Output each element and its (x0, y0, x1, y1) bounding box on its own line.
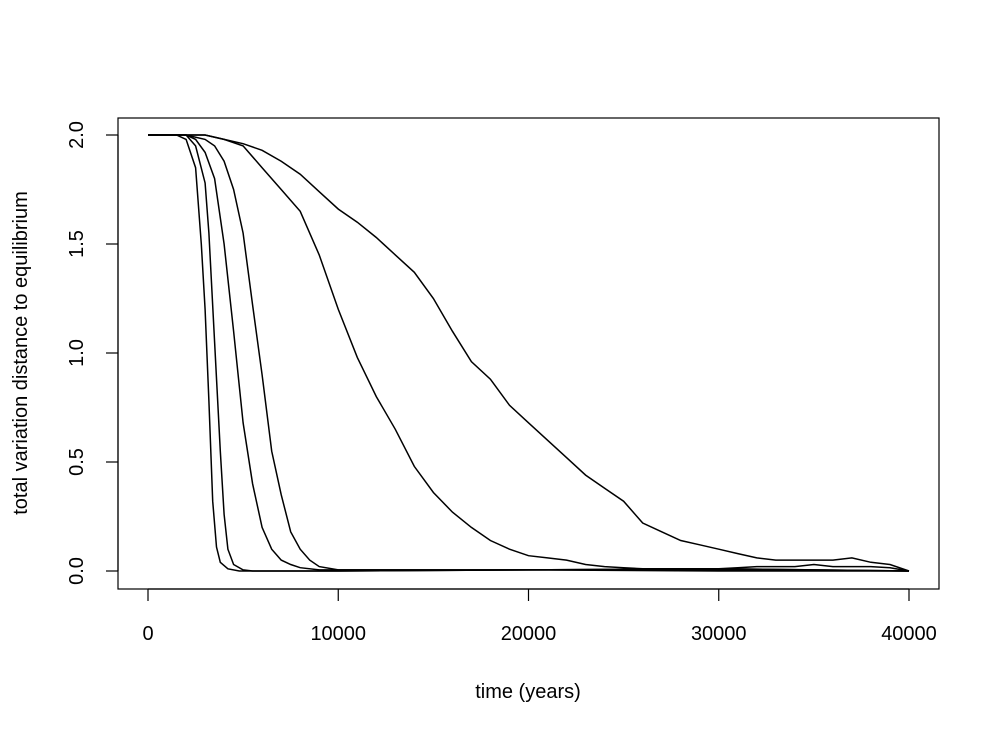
series-line-5 (148, 134, 910, 572)
series-lines (148, 134, 910, 572)
series-line-1 (148, 134, 910, 572)
series-line-3 (148, 134, 910, 572)
y-tick-label: 1.5 (66, 230, 88, 258)
y-axis-label: total variation distance to equilibrium (10, 191, 32, 515)
x-tick-label: 10000 (310, 623, 366, 645)
y-tick-label: 0.5 (66, 448, 88, 476)
series-line-4 (148, 134, 910, 572)
y-tick-label: 2.0 (66, 121, 88, 149)
y-tick-label: 0.0 (66, 557, 88, 585)
x-tick-label: 30000 (691, 623, 747, 645)
x-tick-label: 20000 (501, 623, 557, 645)
series-line-6 (148, 134, 910, 572)
x-axis: 0 10000 20000 30000 40000 (142, 588, 937, 645)
plot-frame (117, 117, 940, 590)
x-tick-label: 40000 (881, 623, 937, 645)
y-tick-label: 1.0 (66, 339, 88, 367)
x-tick-label: 0 (142, 623, 153, 645)
x-axis-label: time (years) (475, 681, 581, 703)
y-axis: 0.0 0.5 1.0 1.5 2.0 (66, 121, 119, 585)
series-line-2 (148, 134, 909, 572)
